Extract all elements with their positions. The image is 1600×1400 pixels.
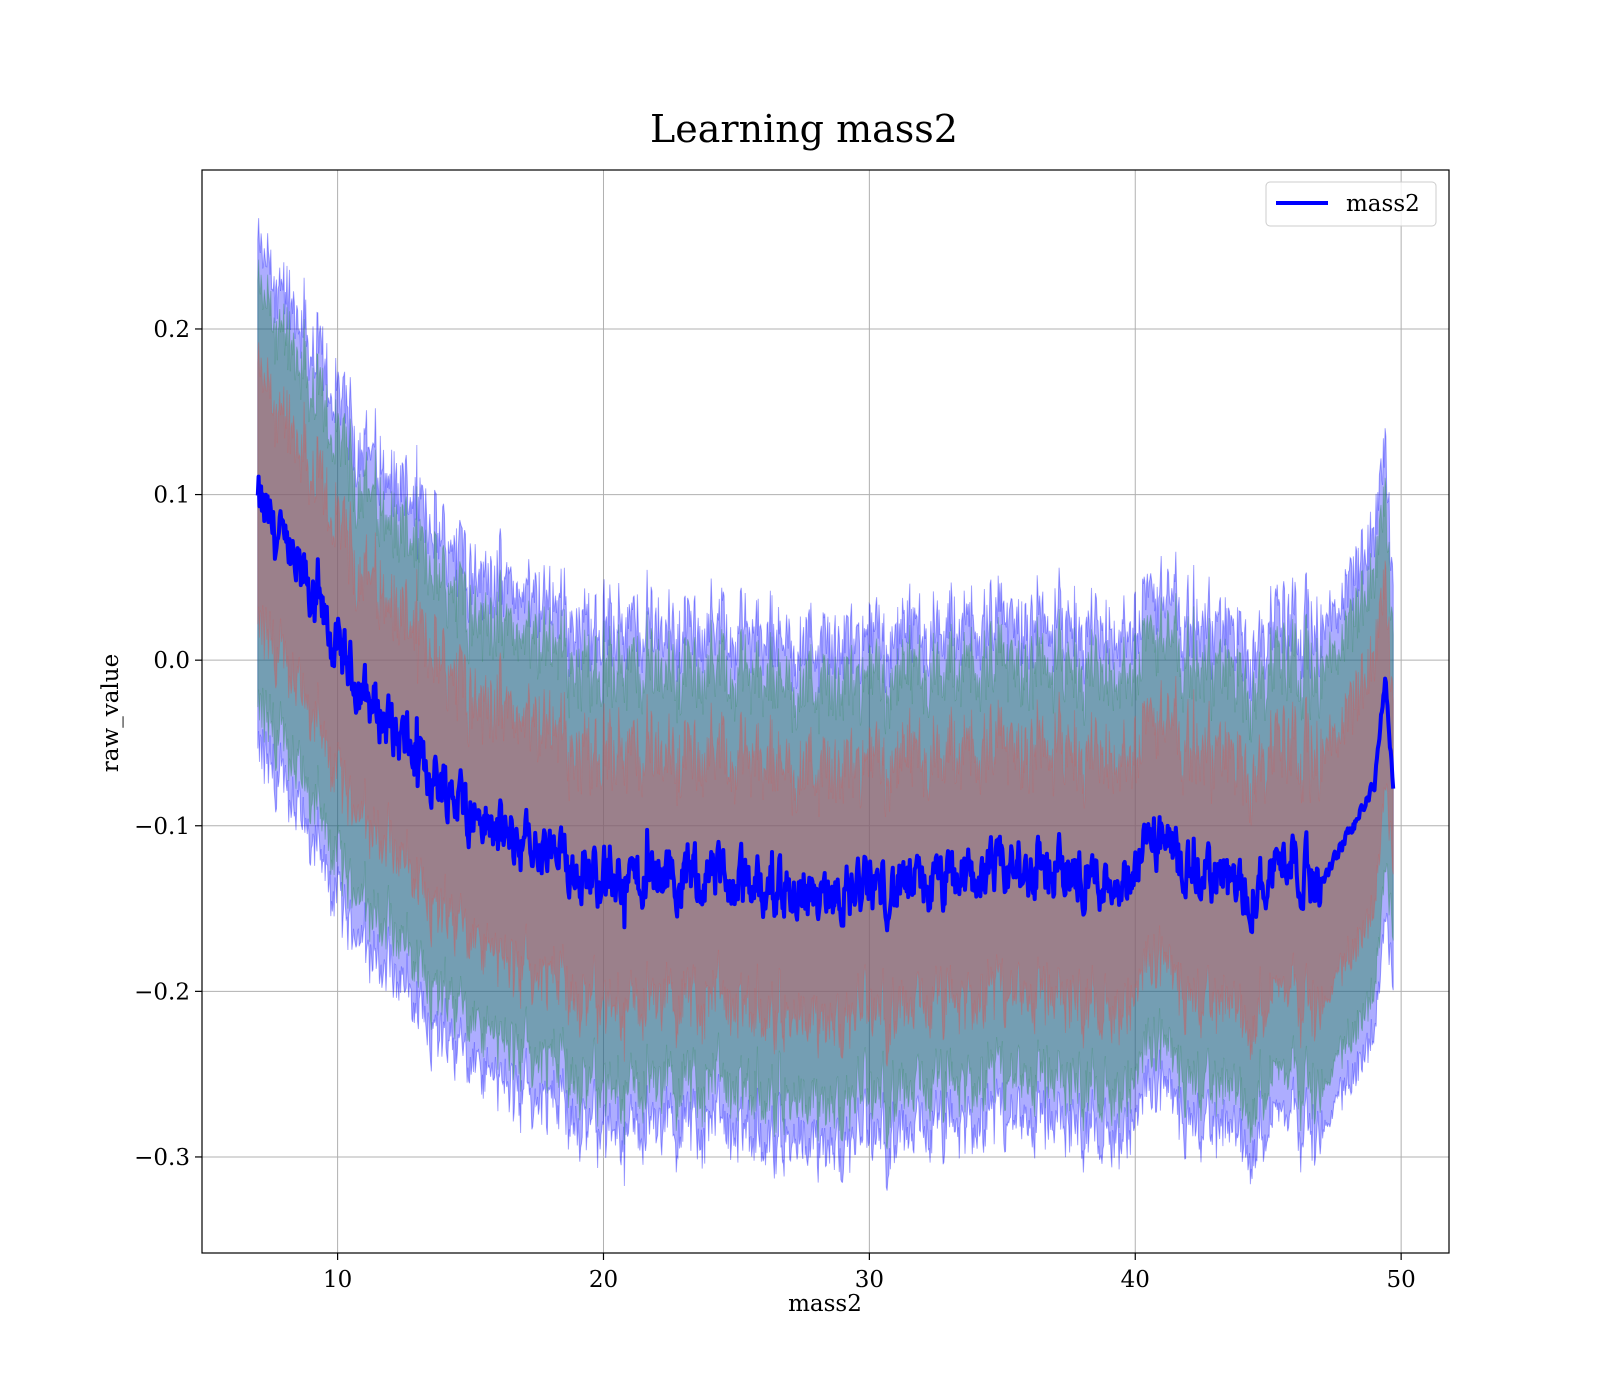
x-tick-label: 50	[1387, 1267, 1416, 1293]
y-tick-label: 0.2	[153, 317, 190, 343]
legend-label: mass2	[1346, 191, 1420, 217]
chart-title: Learning mass2	[650, 107, 958, 151]
y-tick-label: −0.2	[134, 979, 190, 1005]
band-middle	[257, 259, 1394, 1150]
x-axis-ticks: 10 20 30 40 50	[323, 1253, 1416, 1293]
y-tick-label: 0.1	[153, 483, 190, 509]
x-tick-label: 20	[589, 1267, 618, 1293]
plot-frame	[201, 169, 1450, 1254]
x-tick-label: 10	[323, 1267, 352, 1293]
series-line-mass2	[255, 474, 1396, 935]
y-tick-label: 0.0	[153, 648, 190, 674]
y-tick-label: −0.1	[134, 814, 190, 840]
y-tick-label: −0.3	[134, 1145, 190, 1171]
legend: mass2	[1265, 181, 1437, 227]
legend-box	[1265, 181, 1437, 227]
x-axis-label: mass2	[788, 1291, 862, 1317]
y-axis-ticks: −0.3 −0.2 −0.1 0.0 0.1 0.2	[134, 317, 202, 1171]
grid	[202, 170, 1449, 1253]
y-axis-label: raw_value	[98, 654, 124, 772]
x-tick-label: 30	[855, 1267, 884, 1293]
band-outer	[257, 218, 1394, 1191]
mean-line-layer	[255, 474, 1396, 935]
x-tick-label: 40	[1121, 1267, 1150, 1293]
